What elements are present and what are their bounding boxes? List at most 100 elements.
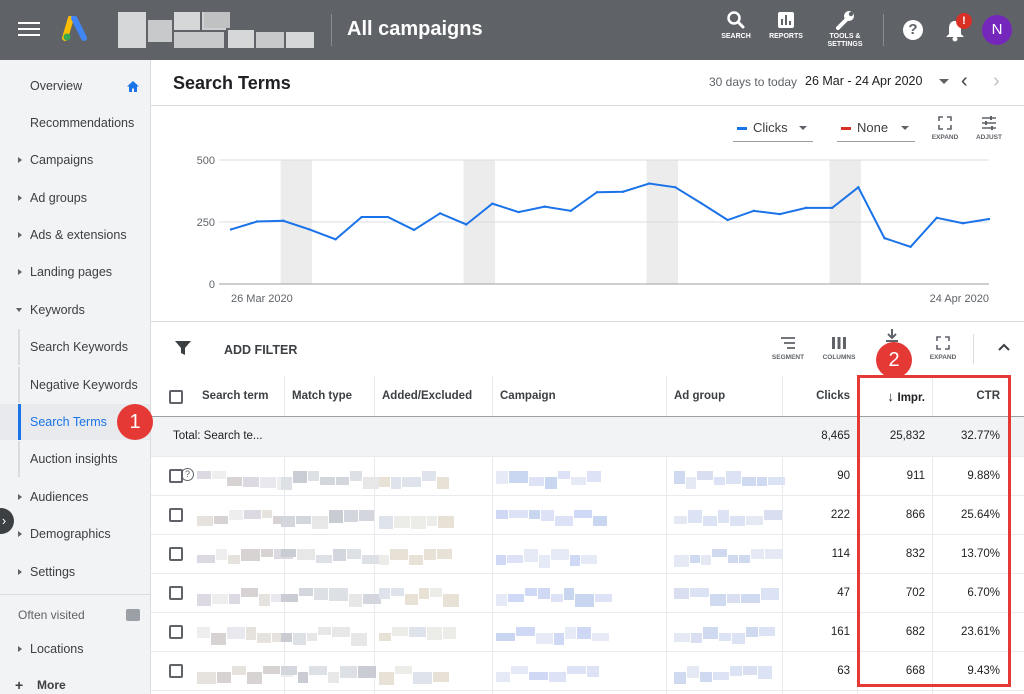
table-expand-button[interactable]: EXPAND [927, 336, 959, 361]
search-tool-button[interactable]: SEARCH [720, 10, 752, 41]
sidebar-item-negative-keywords[interactable]: Negative Keywords [0, 367, 150, 403]
add-filter-button[interactable]: ADD FILTER [224, 343, 298, 357]
y-tick-label: 250 [197, 217, 215, 229]
sidebar-item-audiences[interactable]: Audiences [0, 479, 150, 515]
line-chart: 500 250 0 26 Mar 2020 24 Apr 2020 [197, 155, 991, 305]
redacted-block [409, 627, 426, 637]
sidebar-item-keywords[interactable]: Keywords [0, 292, 150, 328]
redacted-block [703, 516, 717, 526]
column-header-ad-group[interactable]: Ad group [674, 390, 726, 402]
data-point [334, 238, 337, 241]
row-checkbox[interactable] [169, 547, 183, 561]
redacted-block [329, 588, 348, 601]
download-icon [886, 329, 898, 342]
redacted-block [332, 627, 350, 637]
row-checkbox[interactable] [169, 664, 183, 678]
redacted-block [674, 633, 690, 642]
sidebar-item-overview[interactable]: Overview [0, 68, 150, 104]
redacted-block [718, 510, 729, 523]
sidebar-item-more[interactable]: + More [0, 667, 150, 694]
row-ctr: 6.70% [967, 587, 1000, 599]
segment-button[interactable]: SEGMENT [769, 336, 807, 361]
sidebar-item-campaigns[interactable]: Campaigns [0, 142, 150, 178]
metric-selector-secondary[interactable]: None [837, 114, 915, 142]
redacted-block [262, 510, 272, 518]
redacted-block [273, 516, 284, 524]
feedback-icon[interactable] [126, 609, 140, 621]
redacted-block [281, 516, 295, 527]
row-checkbox[interactable] [169, 625, 183, 639]
redacted-block [525, 588, 537, 596]
sidebar-item-search-keywords[interactable]: Search Keywords [0, 329, 150, 365]
redacted-block [422, 471, 436, 481]
row-ctr: 13.70% [960, 548, 1000, 560]
column-header-ctr[interactable]: CTR [976, 390, 1000, 402]
column-header-impressions[interactable]: ↓ Impr. [887, 389, 925, 404]
date-range-selector[interactable]: 26 Mar - 24 Apr 2020 [805, 74, 923, 88]
data-point [386, 215, 390, 219]
redacted-block [263, 666, 280, 674]
sidebar-item-auction-insights[interactable]: Auction insights [0, 441, 150, 477]
redacted-block [320, 477, 335, 485]
redacted-block [710, 594, 726, 606]
row-checkbox[interactable] [169, 469, 183, 483]
sidebar-item-landing-pages[interactable]: Landing pages [0, 254, 150, 290]
chevron-right-icon[interactable]: › [993, 70, 1000, 92]
redacted-block [554, 633, 564, 645]
chart-adjust-button[interactable]: ADJUST [973, 116, 1005, 141]
data-point [700, 202, 703, 205]
column-header-campaign[interactable]: Campaign [500, 390, 556, 402]
chevron-down-icon[interactable] [939, 79, 949, 84]
menu-icon[interactable] [16, 18, 42, 42]
column-header-added-excluded[interactable]: Added/Excluded [382, 390, 473, 402]
redacted-block [549, 672, 566, 682]
redacted-block [551, 594, 563, 602]
x-tick-label: 26 Mar 2020 [231, 293, 293, 305]
total-row: Total: Search te...? 8,465 25,832 32.77% [151, 417, 1024, 482]
row-checkbox[interactable] [169, 508, 183, 522]
column-header-clicks[interactable]: Clicks [816, 390, 850, 402]
redacted-block [318, 627, 331, 635]
redacted-block [538, 588, 550, 599]
sidebar-item-recommendations[interactable]: Recommendations [30, 116, 135, 130]
redacted-block [688, 510, 702, 523]
redacted-block [358, 666, 376, 678]
filter-icon[interactable] [175, 340, 191, 356]
redacted-block [336, 477, 349, 485]
metric-selector-primary[interactable]: Clicks [733, 114, 813, 142]
help-icon[interactable]: ? [903, 20, 923, 40]
column-header-match-type[interactable]: Match type [292, 390, 353, 402]
redacted-block [730, 666, 742, 676]
redacted-block [529, 510, 540, 519]
search-icon [727, 11, 745, 29]
tools-settings-button[interactable]: TOOLS & SETTINGS [823, 10, 867, 49]
avatar[interactable]: N [982, 15, 1012, 45]
redacted-block [241, 549, 260, 561]
column-header-search-term[interactable]: Search term [202, 390, 269, 402]
columns-button[interactable]: COLUMNS [819, 336, 859, 361]
redacted-block [742, 477, 756, 486]
redacted-block [700, 672, 712, 682]
select-all-checkbox[interactable] [169, 390, 183, 404]
sidebar-item-ads-extensions[interactable]: Ads & extensions [0, 217, 150, 253]
sidebar-item-demographics[interactable]: Demographics [0, 516, 150, 552]
redacted-block [564, 588, 574, 600]
chevron-down-icon [901, 126, 909, 130]
sidebar-item-settings[interactable]: Settings [0, 554, 150, 590]
redacted-block [340, 666, 357, 678]
collapse-sidebar-button[interactable]: › [0, 508, 14, 534]
download-button[interactable] [877, 328, 907, 346]
redacted-block [227, 477, 242, 486]
row-checkbox[interactable] [169, 586, 183, 600]
sidebar-item-ad-groups[interactable]: Ad groups [0, 180, 150, 216]
row-impressions: 911 [906, 470, 925, 482]
sidebar-item-locations[interactable]: Locations [0, 631, 150, 667]
date-range-label: 30 days to today [709, 75, 798, 89]
chevron-left-icon[interactable]: ‹ [961, 70, 968, 92]
top-bar: All campaigns SEARCH REPORTS TOOL [0, 0, 1024, 60]
chart-expand-button[interactable]: EXPAND [929, 116, 961, 141]
redacted-block [496, 672, 510, 682]
chevron-up-icon[interactable] [997, 342, 1011, 352]
redacted-block [344, 510, 358, 522]
reports-tool-button[interactable]: REPORTS [767, 10, 805, 41]
